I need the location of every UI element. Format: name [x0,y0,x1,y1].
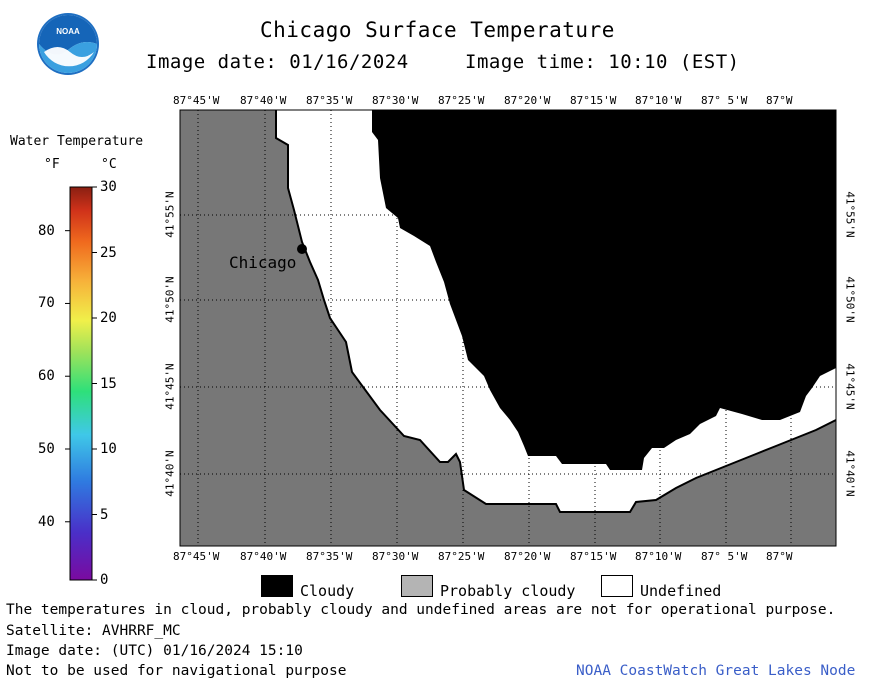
colorbar-unit-f: °F [44,157,60,172]
top-lon-label: 87°30'W [372,94,419,107]
colorbar-f-label: 50 [38,441,55,457]
colorbar-c-label: 25 [100,244,117,261]
nav-warning-text: Not to be used for navigational purpose [6,663,347,679]
colorbar-f-label: 60 [38,368,55,385]
page-title: Chicago Surface Temperature [260,18,615,42]
right-lat-label: 41°50'N [843,276,857,323]
top-lon-label: 87°35'W [306,94,353,107]
right-lat-label: 41°55'N [843,191,857,238]
left-lat-label: 41°55'N [163,191,177,238]
right-lat-label: 41°45'N [843,363,857,410]
utc-date-text: Image date: (UTC) 01/16/2024 15:10 [6,643,303,659]
top-lon-label: 87°20'W [504,94,551,107]
chicago-marker [297,244,307,254]
bottom-lon-label: 87°15'W [570,550,617,563]
legend-swatch-probably-cloudy [401,575,433,597]
noaa-logo-text: NOAA [56,27,80,36]
map-coastline [275,110,837,513]
bottom-lon-label: 87°30'W [372,550,419,563]
map [179,109,837,547]
top-lon-label: 87°45'W [173,94,220,107]
map-cloudy-area [372,110,836,470]
colorbar-title: Water Temperature [10,134,144,149]
legend-label-undefined: Undefined [640,582,722,600]
colorbar-f-label: 80 [38,222,55,239]
bottom-lon-label: 87° 5'W [701,550,748,563]
noaa-logo: NOAA [37,13,99,75]
bottom-lon-label: 87°25'W [438,550,485,563]
colorbar-c-label: 0 [100,572,109,588]
colorbar-unit-c: °C [101,157,117,172]
left-lat-label: 41°50'N [163,276,177,323]
satellite-text: Satellite: AVHRRF_MC [6,623,181,639]
colorbar-c-label: 5 [100,506,109,523]
bottom-lon-label: 87°10'W [635,550,682,563]
map-land [180,110,836,546]
top-lon-label: 87°W [766,94,793,107]
legend-swatch-cloudy [261,575,293,597]
legend-swatch-undefined [601,575,633,597]
colorbar [65,186,97,581]
legend-label-cloudy: Cloudy [300,582,355,600]
colorbar-c-label: 15 [100,375,117,392]
colorbar-c-label: 10 [100,441,117,457]
bottom-lon-label: 87°45'W [173,550,220,563]
left-lat-label: 41°40'N [163,450,177,497]
colorbar-ticks [65,186,97,581]
image-date: Image date: 01/16/2024 [146,51,409,73]
top-lon-label: 87°10'W [635,94,682,107]
map-frame [179,109,837,547]
bottom-lon-label: 87°35'W [306,550,353,563]
legend-label-probably-cloudy: Probably cloudy [440,582,576,600]
credit-text: NOAA CoastWatch Great Lakes Node [576,663,856,679]
colorbar-f-label: 70 [38,295,55,312]
chicago-label: Chicago [229,253,297,272]
top-lon-label: 87°40'W [240,94,287,107]
bottom-lon-label: 87°40'W [240,550,287,563]
top-lon-label: 87°15'W [570,94,617,107]
right-lat-label: 41°40'N [843,450,857,497]
colorbar-c-label: 20 [100,310,117,326]
top-lon-label: 87°25'W [438,94,485,107]
disclaimer-text: The temperatures in cloud, probably clou… [6,602,836,618]
colorbar-f-label: 40 [38,513,55,530]
left-lat-label: 41°45'N [163,363,177,410]
colorbar-c-label: 30 [100,179,117,195]
map-graticule [180,110,836,546]
image-time: Image time: 10:10 (EST) [465,51,740,73]
bottom-lon-label: 87°W [766,550,793,563]
bottom-lon-label: 87°20'W [504,550,551,563]
top-lon-label: 87° 5'W [701,94,748,107]
